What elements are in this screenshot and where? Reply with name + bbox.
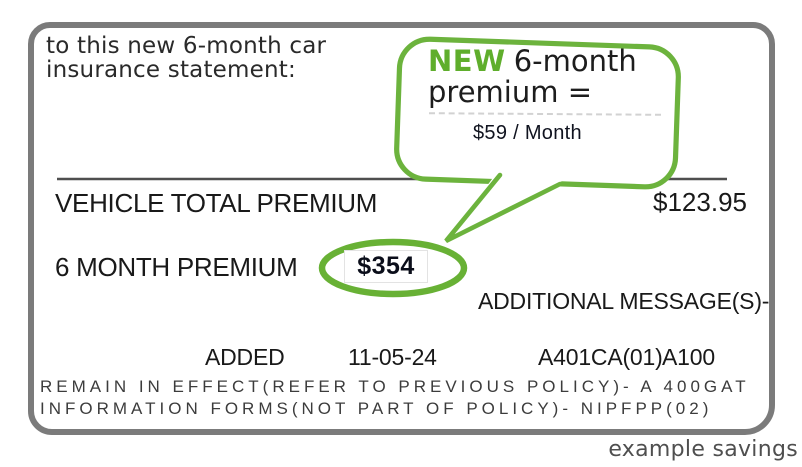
additional-messages-label: ADDITIONAL MESSAGE(S)- [478, 288, 770, 314]
six-month-premium-value-box: $354 [344, 250, 428, 283]
intro-line-1: to this new 6-month car [46, 33, 327, 59]
callout-rate: $59 / Month [473, 122, 582, 144]
callout-title: NEW 6-month premium = [428, 46, 668, 108]
detail-code-2: A100 [662, 344, 715, 370]
fine-print-line-1: REMAIN IN EFFECT(REFER TO PREVIOUS POLIC… [40, 377, 750, 396]
detail-action: ADDED [205, 344, 285, 370]
statement-frame [28, 22, 775, 435]
fine-print-line-2: INFORMATION FORMS(NOT PART OF POLICY)- N… [40, 399, 713, 418]
detail-code-1: A401CA(01) [538, 344, 663, 370]
example-savings-caption: example savings [608, 437, 798, 462]
intro-text: to this new 6-month car insurance statem… [46, 34, 376, 82]
six-month-premium-value: $354 [357, 252, 415, 280]
callout-tail [444, 172, 563, 244]
six-month-premium-label: 6 MONTH PREMIUM [55, 252, 298, 282]
vehicle-total-premium-value: $123.95 [653, 187, 747, 217]
callout-highlight: NEW [428, 44, 506, 78]
intro-line-2: insurance statement: [46, 57, 296, 83]
vehicle-total-premium-label: VEHICLE TOTAL PREMIUM [55, 188, 378, 218]
callout-title-line1: NEW 6-month [428, 46, 668, 77]
callout-title-rest: 6-month [513, 44, 637, 78]
callout-title-line2: premium = [428, 75, 592, 109]
highlight-oval [318, 238, 468, 298]
detail-date: 11-05-24 [348, 344, 437, 370]
